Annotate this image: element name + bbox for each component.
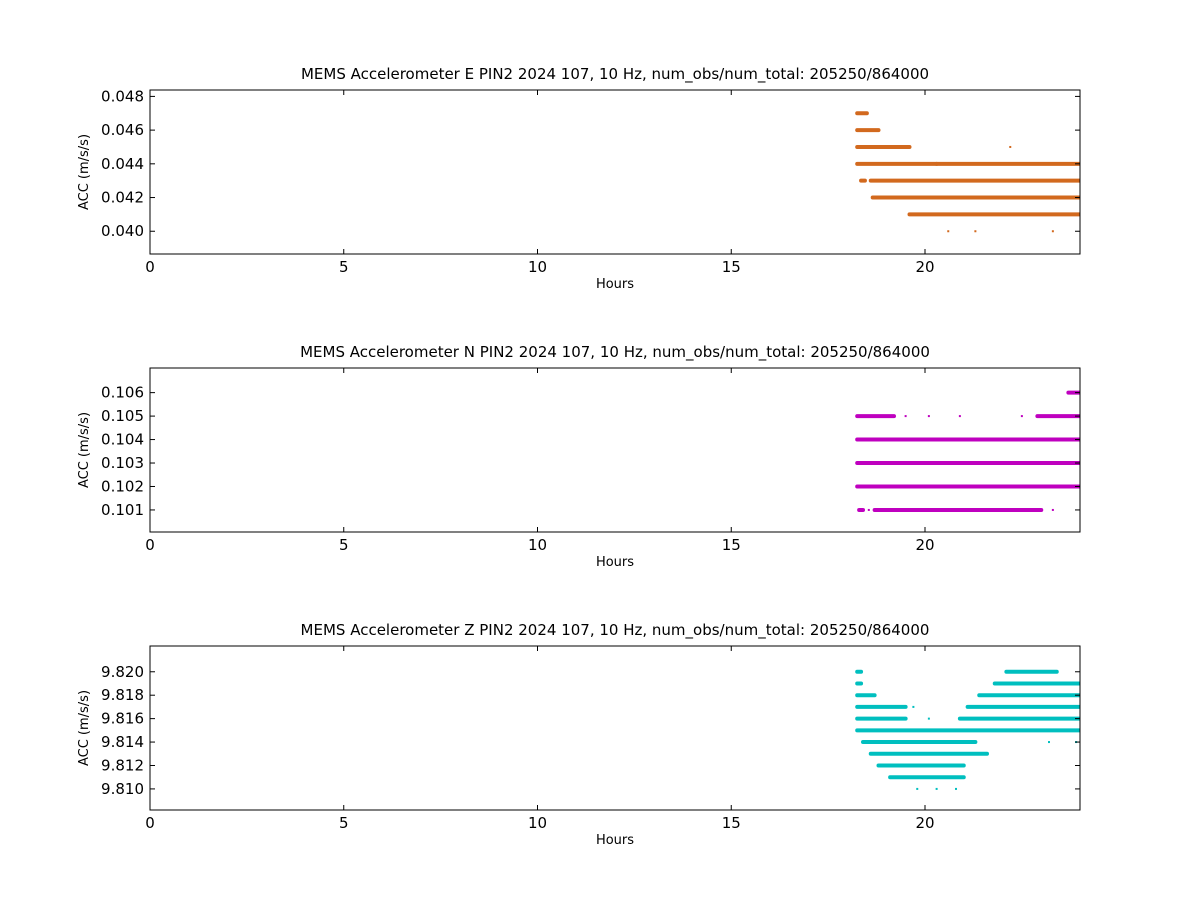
y-tick-label-e-1: 0.042 [101,189,144,207]
x-tick-label-n-2: 10 [528,536,547,554]
data-point-e-0 [1009,145,1012,148]
x-axis-label-z: Hours [596,833,634,848]
chart-panel-z: 0 5 10 15 20 9.810 9.812 9.814 9.816 9.818 9.820 ME… [77,621,1081,848]
chart-panel-n: 0 5 10 15 20 0.101 0.102 0.103 0.104 0.105 0.106 ME… [77,343,1081,570]
y-tick-label-e-4: 0.048 [101,87,144,105]
x-tick-label-z-3: 15 [722,814,741,832]
data-point-n-3 [1020,415,1023,418]
y-tick-label-z-2: 9.814 [101,733,144,751]
data-layer-n [855,390,1080,512]
y-tick-label-e-2: 0.044 [101,155,144,173]
x-axis-label-e: Hours [596,277,634,292]
x-axis-label-n: Hours [596,555,634,570]
x-tick-label-e-4: 20 [915,258,934,276]
y-tick-label-n-2: 0.103 [101,454,144,472]
data-point-z-5 [1048,741,1050,744]
x-tick-label-n-0: 0 [145,536,155,554]
x-tick-label-e-3: 15 [722,258,741,276]
axes-frame-z [149,645,1081,811]
data-point-n-0 [904,415,907,418]
x-tick-label-e-2: 10 [528,258,547,276]
data-point-n-5 [867,508,870,511]
y-axis-label-n: ACC (m/s/s) [77,412,92,488]
data-point-e-2 [974,230,977,233]
data-point-e-3 [1051,230,1054,233]
data-point-z-2 [955,787,957,790]
data-point-n-1 [927,415,930,418]
y-tick-label-z-3: 9.816 [101,710,144,728]
x-tick-label-n-3: 15 [722,536,741,554]
data-point-z-0 [916,787,919,790]
y-tick-label-z-5: 9.820 [101,663,144,681]
data-point-z-1 [935,787,938,790]
y-tick-label-z-4: 9.818 [101,686,144,704]
data-layer-z [855,669,1080,790]
y-tick-label-e-0: 0.040 [101,222,144,240]
y-tick-label-n-1: 0.102 [101,477,144,495]
y-tick-label-n-5: 0.106 [101,384,144,402]
data-point-n-4 [1051,508,1054,511]
data-point-z-3 [912,705,915,708]
data-point-z-4 [927,717,930,720]
y-tick-label-z-1: 9.812 [101,756,144,774]
y-tick-label-z-0: 9.810 [101,780,144,798]
data-point-e-1 [947,230,950,233]
x-tick-label-e-1: 5 [339,258,349,276]
x-tick-label-n-4: 20 [915,536,934,554]
y-tick-label-n-3: 0.104 [101,431,144,449]
chart-title-e: MEMS Accelerometer E PIN2 2024 107, 10 H… [301,65,929,84]
data-layer-e [855,111,1080,233]
y-axis-label-z: ACC (m/s/s) [77,690,92,766]
y-tick-label-n-0: 0.101 [101,501,144,519]
y-axis-label-e: ACC (m/s/s) [77,134,92,210]
axes-frame-n [149,367,1081,533]
x-tick-label-z-4: 20 [915,814,934,832]
chart-panel-e: 0 5 10 15 20 0.040 0.042 0.044 0.046 0.048 MEMS Ac… [77,65,1081,292]
chart-title-n: MEMS Accelerometer N PIN2 2024 107, 10 H… [300,343,930,362]
x-tick-label-z-0: 0 [145,814,155,832]
y-tick-label-e-3: 0.046 [101,121,144,139]
x-tick-label-n-1: 5 [339,536,349,554]
chart-title-z: MEMS Accelerometer Z PIN2 2024 107, 10 H… [301,621,930,640]
x-tick-label-z-2: 10 [528,814,547,832]
data-point-n-2 [958,415,961,418]
x-tick-label-z-1: 5 [339,814,349,832]
y-tick-label-n-4: 0.105 [101,407,144,425]
axes-frame-e [149,89,1081,255]
x-tick-label-e-0: 0 [145,258,155,276]
